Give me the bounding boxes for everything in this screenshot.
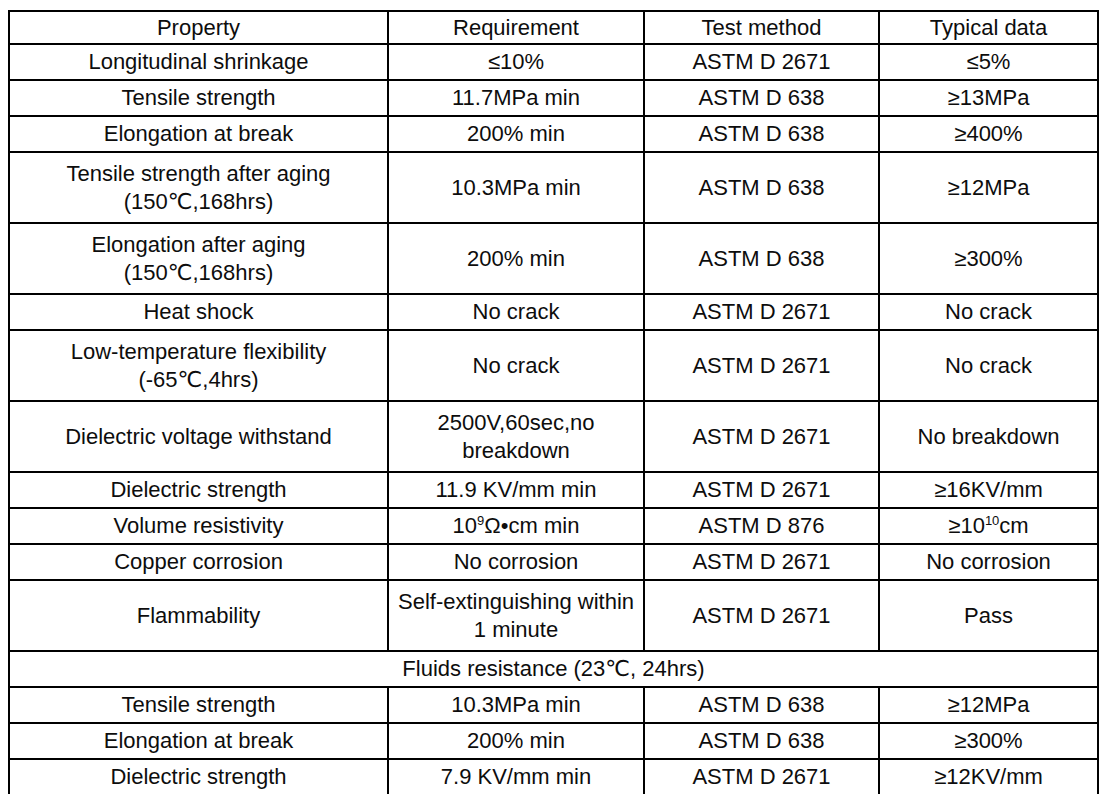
value-unit: cm xyxy=(999,513,1028,538)
column-header-typical-data: Typical data xyxy=(879,11,1098,44)
column-header-requirement: Requirement xyxy=(388,11,644,44)
cell-property: Elongation after aging (150℃,168hrs) xyxy=(9,223,388,294)
cell-typical-data: No corrosion xyxy=(879,544,1098,580)
cell-test-method: ASTM D 2671 xyxy=(644,44,879,80)
cell-typical-data: No crack xyxy=(879,330,1098,401)
cell-test-method: ASTM D 638 xyxy=(644,152,879,223)
cell-requirement: 200% min xyxy=(388,723,644,759)
cell-requirement: 10.3MPa min xyxy=(388,152,644,223)
table-row: Tensile strength10.3MPa minASTM D 638≥12… xyxy=(9,687,1098,723)
cell-requirement: 200% min xyxy=(388,223,644,294)
column-header-property: Property xyxy=(9,11,388,44)
table-row: Dielectric voltage withstand2500V,60sec,… xyxy=(9,401,1098,472)
cell-requirement: 2500V,60sec,no breakdown xyxy=(388,401,644,472)
cell-typical-data: ≥400% xyxy=(879,116,1098,152)
cell-property: Dielectric voltage withstand xyxy=(9,401,388,472)
column-header-test-method: Test method xyxy=(644,11,879,44)
section-title: Fluids resistance (23℃, 24hrs) xyxy=(9,651,1098,687)
cell-typical-data: No crack xyxy=(879,294,1098,330)
cell-requirement: No crack xyxy=(388,330,644,401)
cell-test-method: ASTM D 638 xyxy=(644,80,879,116)
table-row: Low-temperature flexibility (-65℃,4hrs)N… xyxy=(9,330,1098,401)
cell-property: Longitudinal shrinkage xyxy=(9,44,388,80)
cell-test-method: ASTM D 638 xyxy=(644,223,879,294)
cell-typical-data: ≥12MPa xyxy=(879,152,1098,223)
value-unit: Ω•cm min xyxy=(484,513,579,538)
cell-typical-data: ≥12MPa xyxy=(879,687,1098,723)
cell-requirement: ≤10% xyxy=(388,44,644,80)
cell-property: Tensile strength after aging (150℃,168hr… xyxy=(9,152,388,223)
cell-property: Tensile strength xyxy=(9,80,388,116)
table-row: Elongation at break200% minASTM D 638≥40… xyxy=(9,116,1098,152)
cell-requirement: No crack xyxy=(388,294,644,330)
cell-requirement: 109Ω•cm min xyxy=(388,508,644,544)
cell-test-method: ASTM D 876 xyxy=(644,508,879,544)
cell-test-method: ASTM D 2671 xyxy=(644,472,879,508)
cell-requirement: 10.3MPa min xyxy=(388,687,644,723)
value-base: 10 xyxy=(453,513,477,538)
table-row: FlammabilitySelf-extinguishing within 1 … xyxy=(9,580,1098,651)
table-row: Longitudinal shrinkage≤10%ASTM D 2671≤5% xyxy=(9,44,1098,80)
table-row: Volume resistivity109Ω•cm minASTM D 876≥… xyxy=(9,508,1098,544)
section-row: Fluids resistance (23℃, 24hrs) xyxy=(9,651,1098,687)
cell-test-method: ASTM D 2671 xyxy=(644,544,879,580)
cell-test-method: ASTM D 2671 xyxy=(644,330,879,401)
cell-typical-data: ≥12KV/mm xyxy=(879,759,1098,794)
cell-typical-data: ≤5% xyxy=(879,44,1098,80)
cell-typical-data: ≥13MPa xyxy=(879,80,1098,116)
spec-table: PropertyRequirementTest methodTypical da… xyxy=(8,10,1099,794)
cell-test-method: ASTM D 2671 xyxy=(644,580,879,651)
table-row: Tensile strength after aging (150℃,168hr… xyxy=(9,152,1098,223)
table-row: Heat shockNo crackASTM D 2671No crack xyxy=(9,294,1098,330)
cell-property: Elongation at break xyxy=(9,723,388,759)
cell-typical-data: Pass xyxy=(879,580,1098,651)
cell-test-method: ASTM D 2671 xyxy=(644,759,879,794)
cell-test-method: ASTM D 2671 xyxy=(644,294,879,330)
cell-typical-data: No breakdown xyxy=(879,401,1098,472)
header-row: PropertyRequirementTest methodTypical da… xyxy=(9,11,1098,44)
value-exponent: 9 xyxy=(477,513,484,528)
cell-typical-data: ≥300% xyxy=(879,723,1098,759)
cell-typical-data: ≥16KV/mm xyxy=(879,472,1098,508)
cell-property: Dielectric strength xyxy=(9,759,388,794)
table-row: Elongation at break200% minASTM D 638≥30… xyxy=(9,723,1098,759)
cell-requirement: 200% min xyxy=(388,116,644,152)
cell-property: Volume resistivity xyxy=(9,508,388,544)
cell-property: Dielectric strength xyxy=(9,472,388,508)
cell-typical-data: ≥1010cm xyxy=(879,508,1098,544)
cell-test-method: ASTM D 638 xyxy=(644,687,879,723)
cell-test-method: ASTM D 638 xyxy=(644,723,879,759)
page: PropertyRequirementTest methodTypical da… xyxy=(0,0,1103,794)
cell-property: Flammability xyxy=(9,580,388,651)
table-row: Dielectric strength11.9 KV/mm minASTM D … xyxy=(9,472,1098,508)
cell-property: Copper corrosion xyxy=(9,544,388,580)
cell-typical-data: ≥300% xyxy=(879,223,1098,294)
cell-requirement: No corrosion xyxy=(388,544,644,580)
value-exponent: 10 xyxy=(985,513,999,528)
cell-requirement: 11.9 KV/mm min xyxy=(388,472,644,508)
table-row: Tensile strength11.7MPa minASTM D 638≥13… xyxy=(9,80,1098,116)
value-base: ≥10 xyxy=(948,513,985,538)
table-row: Copper corrosionNo corrosionASTM D 2671N… xyxy=(9,544,1098,580)
table-body: Longitudinal shrinkage≤10%ASTM D 2671≤5%… xyxy=(9,44,1098,794)
cell-requirement: 7.9 KV/mm min xyxy=(388,759,644,794)
cell-test-method: ASTM D 2671 xyxy=(644,401,879,472)
cell-test-method: ASTM D 638 xyxy=(644,116,879,152)
table-row: Elongation after aging (150℃,168hrs)200%… xyxy=(9,223,1098,294)
cell-property: Heat shock xyxy=(9,294,388,330)
cell-requirement: 11.7MPa min xyxy=(388,80,644,116)
table-row: Dielectric strength7.9 KV/mm minASTM D 2… xyxy=(9,759,1098,794)
cell-property: Tensile strength xyxy=(9,687,388,723)
cell-property: Low-temperature flexibility (-65℃,4hrs) xyxy=(9,330,388,401)
cell-requirement: Self-extinguishing within 1 minute xyxy=(388,580,644,651)
cell-property: Elongation at break xyxy=(9,116,388,152)
